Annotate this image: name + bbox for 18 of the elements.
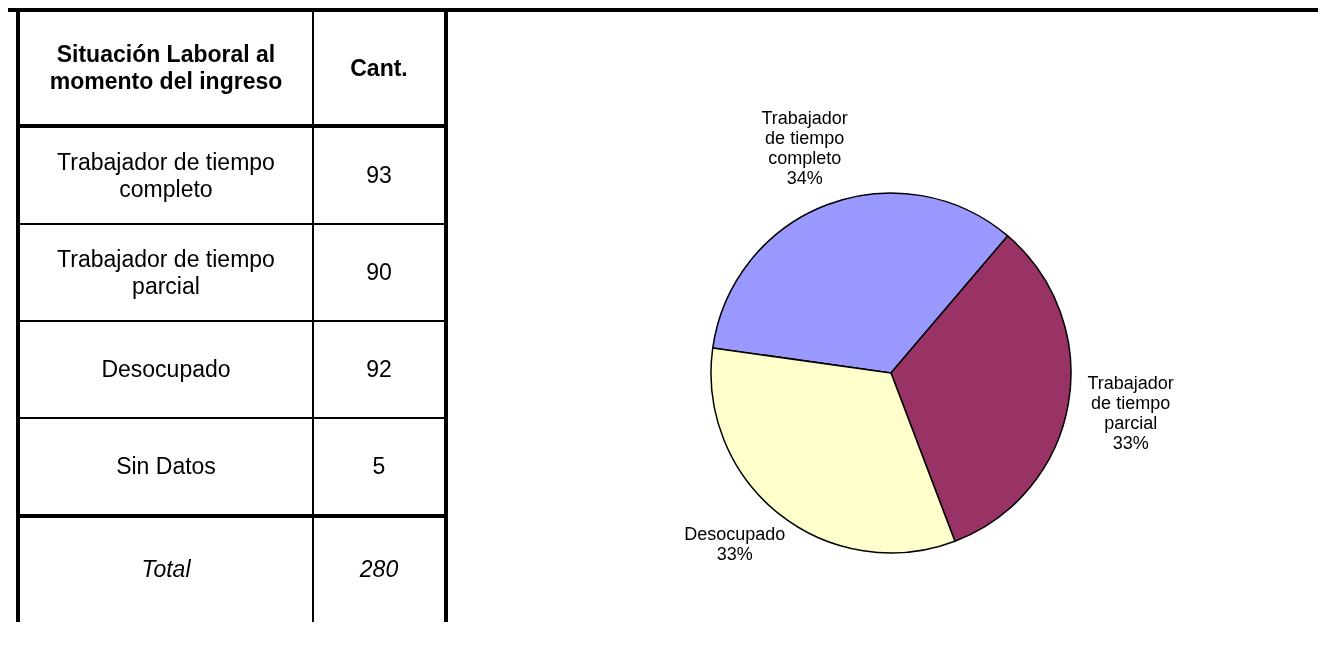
- text: Situación Laboral al momento del ingreso: [18, 10, 313, 126]
- text: Trabajador de tiempo parcial: [18, 224, 313, 321]
- text: Cant.: [313, 10, 446, 126]
- text: Total: [18, 516, 313, 621]
- data-label: 34%: [786, 167, 823, 188]
- text: 92: [313, 321, 446, 418]
- text: 90: [313, 224, 446, 321]
- text: 280: [313, 516, 446, 621]
- data-label: 33%: [1112, 432, 1149, 453]
- data-label: 33%: [716, 543, 753, 564]
- text: 5: [313, 418, 446, 516]
- text: Trabajador de tiempo completo: [18, 126, 313, 224]
- text: 93: [313, 126, 446, 224]
- slice-label: Trabajador de tiempo parcial: [1087, 372, 1174, 433]
- slice-label: Desocupado: [684, 523, 786, 544]
- text: Desocupado: [18, 321, 313, 418]
- text: Sin Datos: [18, 418, 313, 516]
- slice-label: Trabajador de tiempo completo: [761, 107, 848, 168]
